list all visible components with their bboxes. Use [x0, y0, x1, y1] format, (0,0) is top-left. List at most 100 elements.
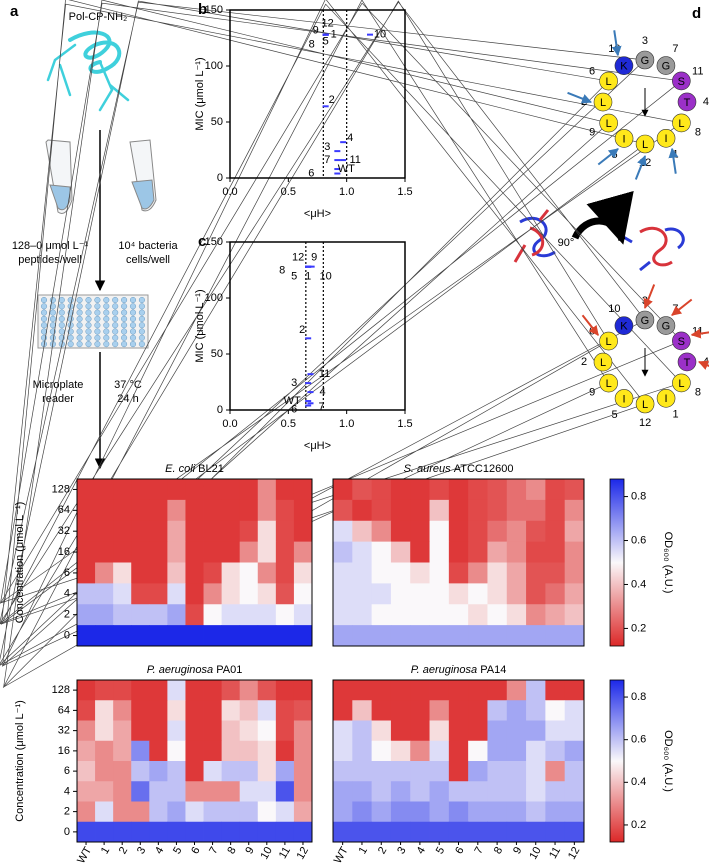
- heat-cell: [257, 680, 277, 701]
- x-tick-label: 3: [395, 845, 408, 856]
- heat-cell: [487, 604, 508, 626]
- heat-cell: [257, 781, 277, 802]
- heat-cell: [293, 625, 313, 647]
- heat-cell: [167, 680, 186, 701]
- heat-cell: [239, 680, 259, 701]
- panel-label: a: [10, 3, 19, 20]
- heat-cell: [371, 740, 392, 762]
- well: [76, 296, 83, 304]
- heat-cell: [468, 761, 488, 782]
- residue-letter: I: [665, 393, 668, 405]
- residue: [656, 316, 676, 335]
- heat-cell: [390, 740, 411, 762]
- residue: [635, 394, 655, 414]
- point-label: 2: [329, 94, 335, 106]
- well: [112, 303, 119, 310]
- heat-cell: [149, 583, 168, 605]
- heat-cell: [429, 520, 450, 543]
- heat-cell: [77, 625, 96, 647]
- heat-cell: [185, 761, 204, 782]
- x-tick-label: 7: [207, 845, 220, 856]
- heat-cell: [545, 583, 566, 605]
- highlight-arrow: [643, 284, 656, 309]
- heat-cell: [526, 801, 546, 823]
- heat-cell: [506, 700, 527, 721]
- heat-cell: [77, 821, 96, 843]
- heat-cell: [487, 700, 508, 721]
- heat-cell: [352, 520, 373, 543]
- heat-cell: [468, 499, 488, 522]
- heat-cell: [293, 479, 313, 501]
- heat-cell: [352, 801, 373, 823]
- heat-cell: [221, 801, 241, 823]
- residue-letter: L: [642, 399, 648, 411]
- highlight-arrow: [671, 298, 693, 316]
- heat-cell: [95, 625, 114, 647]
- condition-caption: 37 °C: [114, 379, 142, 391]
- heat-cell: [429, 801, 450, 823]
- heat-cell: [564, 604, 585, 626]
- heat-cell: [564, 479, 585, 501]
- well: [129, 309, 137, 316]
- heat-cell: [203, 680, 223, 701]
- highlight-arrow: [668, 147, 679, 174]
- heat-cell: [448, 562, 469, 584]
- heat-cell: [448, 720, 469, 742]
- heat-cell: [203, 604, 223, 626]
- heat-cell: [390, 479, 411, 501]
- heat-cell: [149, 604, 168, 626]
- point-label: 6: [308, 167, 314, 179]
- heat-cell: [95, 520, 114, 543]
- well: [58, 303, 65, 310]
- heat-cell: [239, 583, 259, 605]
- heat-cell: [506, 720, 527, 742]
- heat-cell: [149, 479, 168, 501]
- heat-cell: [77, 604, 96, 626]
- heat-cell: [429, 583, 450, 605]
- heat-cell: [468, 520, 488, 543]
- heat-cell: [333, 680, 353, 701]
- heat-cell: [239, 562, 259, 584]
- residue: [599, 71, 618, 91]
- heat-cell: [239, 520, 259, 543]
- heat-cell: [149, 761, 168, 782]
- heat-cell: [352, 761, 373, 782]
- heat-cell: [390, 720, 411, 742]
- well: [138, 328, 145, 335]
- well: [49, 334, 56, 341]
- x-tick-label: 1.5: [397, 186, 412, 198]
- heat-cell: [113, 479, 132, 501]
- x-tick-label: 10: [527, 845, 544, 862]
- heat-cell: [448, 781, 469, 802]
- heat-cell: [185, 520, 204, 543]
- heat-cell: [275, 680, 295, 701]
- heat-cell: [95, 801, 114, 823]
- heat-cell: [239, 499, 259, 522]
- y-tick-label: 50: [211, 116, 223, 128]
- heat-cell: [77, 499, 96, 522]
- heat-cell: [448, 700, 469, 721]
- colorbar-tick-label: 0.2: [631, 819, 646, 831]
- heat-cell: [167, 821, 186, 843]
- y-tick-label: 128: [52, 483, 70, 495]
- heat-cell: [257, 740, 277, 762]
- point-label: 9: [311, 252, 317, 264]
- heat-cell: [333, 781, 353, 802]
- heat-cell: [293, 562, 313, 584]
- peptide-name: Pol-CP-NH₂: [69, 11, 128, 23]
- heat-cell: [95, 700, 114, 721]
- heat-cell: [410, 479, 430, 501]
- heat-cell: [131, 761, 150, 782]
- heat-cell: [429, 541, 450, 563]
- residue-number: 2: [581, 356, 587, 368]
- heat-cell: [113, 499, 132, 522]
- strain: PA01: [216, 664, 242, 676]
- well: [40, 296, 48, 304]
- well: [58, 296, 65, 304]
- point-label: 12: [292, 252, 304, 264]
- heat-cell: [468, 801, 488, 823]
- heat-cell: [149, 801, 168, 823]
- x-tick-label: 0.5: [281, 186, 296, 198]
- colorbar-tick-label: 0.6: [631, 534, 646, 546]
- heat-cell: [185, 604, 204, 626]
